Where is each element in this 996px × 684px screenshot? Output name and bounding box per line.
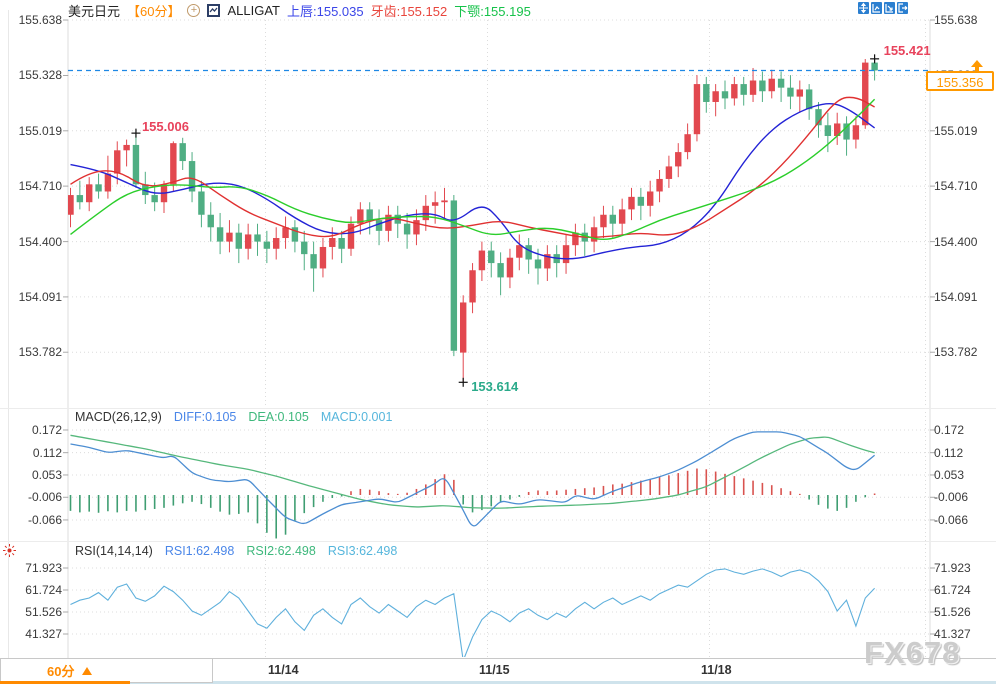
indicator-name: ALLIGAT [227,2,280,18]
timeframe-badge-label: 60分 [47,664,75,679]
chart-toolbar [858,2,908,14]
symbol-name: 美元日元 [68,3,121,19]
price-axis-left: 155.638 155.328 155.019 154.710 154.400 154.0… [2,0,62,684]
price-axis-right: 155.638155.328155.019154.710154.400154.0… [934,0,994,684]
timeframe-up-arrow-icon [82,666,93,675]
axis-pointer-icon[interactable] [884,2,895,14]
alligator-teeth-label: 牙齿:155.152 [370,3,448,19]
macd-header: MACD(26,12,9) DIFF:0.105 DEA:0.105 MACD:… [75,409,392,425]
macd-macd-value: MACD:0.001 [320,410,393,424]
sun-icon [2,543,17,563]
axis-label: 0.053 [934,467,965,482]
axis-label: 0.053 [31,467,62,482]
axis-label: 0.112 [32,445,62,460]
alligator-lips-label: 下颚:155.195 [454,3,531,19]
exit-icon[interactable] [897,2,908,14]
timeframe-selector[interactable]: 60分 [0,658,213,683]
axis-label: 61.724 [25,582,62,597]
pan-icon[interactable] [858,2,869,14]
axis-label: 155.019 [934,123,978,138]
rsi-header: RSI(14,14,14) RSI1:62.498 RSI2:62.498 RS… [75,543,397,559]
rsi-title: RSI(14,14,14) [75,544,153,558]
timeframe-underline [0,681,130,684]
axis-label: -0.066 [27,512,62,527]
axis-label: 0.112 [934,445,964,460]
price-up-arrow-icon [971,60,983,67]
timeframe-label: 【60分】 [127,3,181,19]
axis-label: 154.400 [18,234,62,249]
axis-label: 153.782 [934,345,978,360]
axis-label: 155.328 [18,68,62,83]
annotation-crash-low: 153.614 [471,379,519,395]
axis-label: 0.172 [934,422,965,437]
axis-scale-icon[interactable] [871,2,882,14]
axis-label: 61.724 [934,582,971,597]
axis-label: 153.782 [18,345,62,360]
axis-label: 41.327 [934,626,971,641]
date-label-2: 11/15 [479,663,510,677]
axis-label: 154.710 [18,179,62,194]
annotation-left-high: 155.006 [141,119,189,135]
alligator-jaw-label: 上唇:155.035 [287,3,364,19]
axis-label: 41.327 [25,626,62,641]
axis-label: 0.172 [31,422,62,437]
axis-label: 51.526 [25,604,62,619]
axis-label: 71.923 [25,561,62,575]
axis-label: 71.923 [934,561,971,575]
add-indicator-icon[interactable]: + [187,3,201,17]
date-label-3: 11/18 [701,663,732,677]
axis-label: 51.526 [934,604,971,619]
axis-label: -0.066 [934,512,969,527]
axis-label: 154.091 [934,289,978,304]
macd-title: MACD(26,12,9) [75,410,162,424]
axis-label: 154.091 [18,289,62,304]
rsi1-value: RSI1:62.498 [164,544,235,558]
price-up-arrow-stem [975,66,979,71]
current-price-badge[interactable]: 155.356 [926,71,994,91]
annotation-swing-high: 155.421 [883,42,931,58]
axis-label: 155.638 [934,13,978,27]
date-label-1: 11/14 [268,663,299,677]
axis-label: 154.710 [934,179,978,194]
macd-diff-value: DIFF:0.105 [173,410,237,424]
rsi3-value: RSI3:62.498 [327,544,398,558]
chart-header: 美元日元 【60分】 + ALLIGAT 上唇:155.035 牙齿:155.1… [68,1,531,19]
axis-label: -0.006 [934,490,969,505]
axis-label: 155.019 [18,123,62,138]
axis-label: 154.400 [934,234,978,249]
rsi2-value: RSI2:62.498 [246,544,316,558]
axis-label: -0.006 [27,490,62,505]
axis-label: 155.638 [18,13,62,27]
macd-dea-value: DEA:0.105 [248,410,309,424]
indicator-chart-icon [207,3,221,17]
